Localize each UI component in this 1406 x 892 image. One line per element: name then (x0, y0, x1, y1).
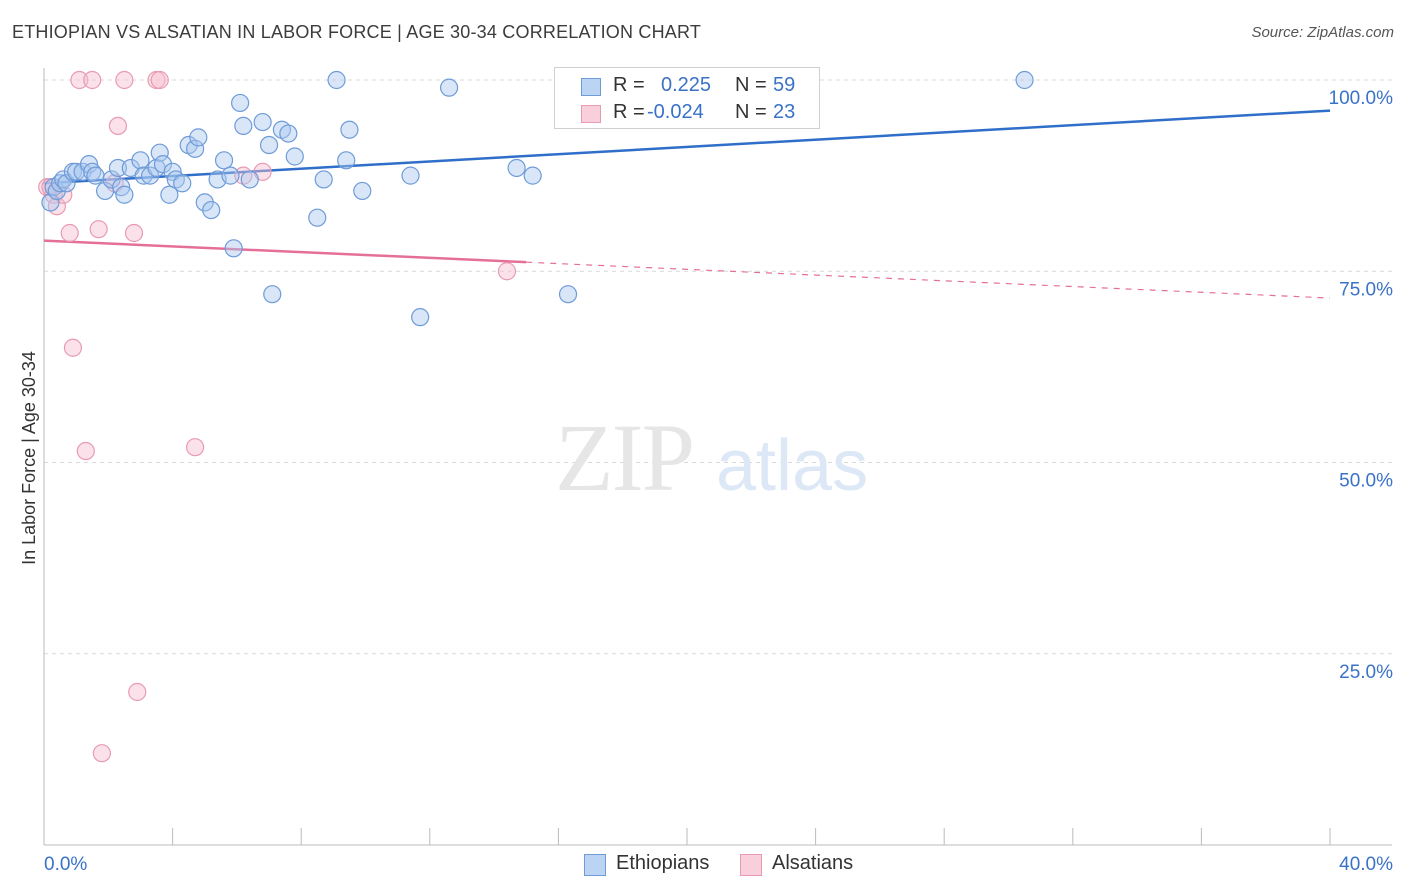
alsatians-point (76, 441, 95, 461)
ethiopians-point (1015, 70, 1034, 90)
r-value: 0.225 (661, 74, 712, 96)
ethiopians-point (86, 166, 105, 185)
ethiopians-point (558, 285, 578, 304)
ethiopians-point (340, 120, 359, 139)
ethiopians-swatch (581, 78, 601, 96)
watermark: ZIP atlas (555, 404, 868, 511)
ethiopians-point (160, 185, 179, 204)
legend: Ethiopians Alsatians (0, 852, 1406, 878)
trend-lines (43, 109, 1331, 299)
ethiopians-point (240, 170, 259, 189)
alsatians-legend-swatch (740, 854, 762, 876)
ethiopians-point (279, 124, 298, 143)
n-label: N = (735, 101, 767, 123)
ethiopians-point (202, 200, 221, 220)
ethiopians-point (259, 135, 279, 155)
ethiopians-point (189, 128, 208, 147)
ethiopians-point (231, 93, 250, 113)
alsatians-point (124, 223, 144, 243)
watermark-zip: ZIP (555, 404, 693, 511)
ethiopians-point (224, 239, 243, 258)
ethiopians-point (523, 166, 542, 185)
alsatians-point (70, 70, 89, 90)
ethiopians-point (327, 70, 346, 90)
axis-labels: 25.0% 50.0% 75.0% 100.0% 0.0% 40.0% In Labor F… (19, 88, 1393, 875)
ethiopians-point (337, 151, 356, 170)
legend-label: Ethiopians (616, 852, 710, 874)
n-value: 23 (773, 101, 796, 123)
ethiopians-trend-line (43, 109, 1331, 185)
alsatians-trend-line-extension (526, 261, 1331, 299)
correlation-stats-box: R = 0.225 N = 59 R = -0.024 N = 23 (554, 67, 820, 129)
ethiopians-point (253, 112, 272, 132)
r-value: -0.024 (647, 101, 704, 123)
ethiopians-point (221, 166, 240, 185)
ethiopians-point (234, 116, 253, 136)
ethiopians-point (173, 174, 192, 193)
alsatians-point (497, 262, 517, 281)
source-label: Source: ZipAtlas.com (1251, 24, 1394, 41)
ethiopians-point (401, 166, 420, 185)
alsatians-point (115, 70, 134, 90)
legend-label: Alsatians (772, 852, 854, 874)
ethiopians-point (308, 208, 327, 227)
alsatians-point (60, 223, 79, 243)
watermark-atlas: atlas (716, 426, 868, 506)
ethiopians-point (314, 170, 333, 189)
alsatians-point (150, 70, 169, 90)
ethiopians-point (41, 193, 60, 212)
ethiopians-legend-swatch (584, 854, 606, 876)
alsatians-point (92, 744, 111, 763)
chart-title: ETHIOPIAN VS ALSATIAN IN LABOR FORCE | A… (12, 22, 702, 42)
alsatians-trend-line (43, 239, 527, 264)
ethiopians-point (263, 285, 282, 304)
alsatians-point (63, 338, 83, 357)
n-value: 59 (773, 74, 796, 96)
ethiopians-point (507, 158, 526, 178)
stats-row-alsatians: R = -0.024 N = 23 (555, 101, 821, 127)
gridlines (44, 79, 1392, 655)
x-tick-label: 40.0% (1339, 854, 1393, 875)
alsatians-point (89, 220, 108, 239)
ethiopians-point (153, 155, 173, 174)
alsatians-points (38, 70, 517, 763)
alsatians-point (83, 70, 102, 90)
y-axis-label: In Labor Force | Age 30-34 (19, 351, 39, 565)
alsatians-point (128, 682, 147, 702)
stats-row-ethiopians: R = 0.225 N = 59 (555, 74, 821, 100)
y-tick-label: 25.0% (1339, 662, 1393, 683)
y-tick-label: 50.0% (1339, 471, 1393, 492)
x-tick-label: 0.0% (44, 854, 87, 875)
ethiopians-point (186, 139, 205, 158)
ethiopians-point (102, 170, 121, 189)
alsatians-point (186, 438, 205, 457)
r-label: R = (613, 101, 645, 123)
alsatians-swatch (581, 105, 601, 123)
ethiopians-points (41, 70, 1034, 327)
ethiopians-point (108, 158, 128, 178)
ethiopians-point (115, 185, 134, 204)
ethiopians-point (439, 78, 459, 97)
ethiopians-point (214, 151, 234, 170)
ethiopians-point (131, 151, 150, 170)
y-tick-label: 100.0% (1329, 88, 1394, 109)
ethiopians-point (285, 147, 304, 166)
ethiopians-point (150, 143, 169, 162)
ethiopians-point (353, 181, 372, 201)
y-tick-label: 75.0% (1339, 279, 1393, 300)
r-label: R = (613, 74, 645, 96)
n-label: N = (735, 74, 767, 96)
alsatians-point (108, 116, 128, 136)
ethiopians-point (411, 308, 430, 327)
